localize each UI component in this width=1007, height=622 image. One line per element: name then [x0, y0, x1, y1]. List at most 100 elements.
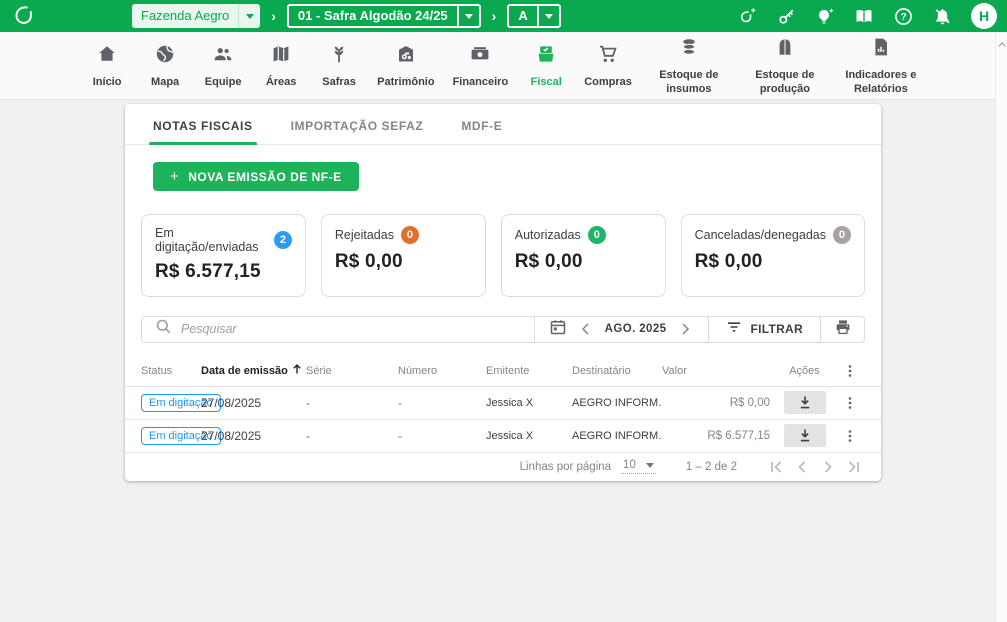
summary-value: R$ 0,00 [694, 251, 763, 272]
scroll-up-icon[interactable] [996, 42, 1007, 47]
topbar: Fazenda Aegro › 01 - Safra Algodão 24/25… [0, 0, 1007, 32]
farm-selector[interactable]: Fazenda Aegro [132, 4, 261, 28]
status-badge[interactable]: Em digitação [141, 426, 221, 445]
invoices-table: Status Data de emissão Série Número Emit… [125, 356, 881, 452]
first-page-icon[interactable] [763, 454, 789, 480]
knowledge-book-icon[interactable] [854, 6, 874, 26]
svg-text:?: ? [900, 12, 906, 23]
nav-item-patrimonio[interactable]: Patrimônio [368, 42, 443, 89]
column-header-data-emissao[interactable]: Data de emissão [201, 363, 306, 378]
cell-valor: R$ 0,00 [729, 396, 770, 409]
cell-serie: - [306, 428, 310, 443]
cell-valor: R$ 6.577,15 [707, 429, 770, 442]
column-header-status[interactable]: Status [141, 364, 173, 377]
nav-item-safras[interactable]: Safras [310, 42, 368, 89]
summary-value: R$ 0,00 [514, 251, 583, 272]
help-icon[interactable]: ? [893, 6, 913, 26]
calendar-icon[interactable] [549, 318, 567, 341]
fiscal-printer-icon [534, 42, 558, 71]
column-header-serie[interactable]: Série [306, 364, 332, 377]
column-header-acoes: Ações [789, 364, 820, 377]
print-button[interactable] [820, 317, 864, 342]
search-input[interactable] [181, 322, 521, 337]
column-header-valor[interactable]: Valor [662, 364, 687, 377]
season-selector[interactable]: 01 - Safra Algodão 24/25 [286, 4, 481, 28]
period-selector: AGO. 2025 [533, 317, 709, 342]
table-header-row: Status Data de emissão Série Número Emit… [125, 356, 881, 386]
tab-importacao-sefaz[interactable]: IMPORTAÇÃO SEFAZ [290, 119, 424, 133]
aegro-logo-icon[interactable] [10, 4, 38, 28]
tab-mdfe[interactable]: MDF-E [461, 119, 503, 133]
summary-card-em-digitacao: Em digitação/enviadas 2 R$ 6.577,15 [141, 214, 306, 297]
column-header-destinatario[interactable]: Destinatário [572, 364, 631, 377]
user-avatar[interactable]: H [971, 3, 997, 29]
table-row[interactable]: Em digitação 27/08/2025 - - Jessica X AE… [125, 418, 881, 452]
notifications-off-icon[interactable] [932, 6, 952, 26]
farm-selector-caret-icon[interactable] [238, 4, 260, 28]
add-farm-icon[interactable] [737, 6, 757, 26]
breadcrumb-chevron-icon: › [271, 8, 276, 24]
nav-item-inicio[interactable]: Início [78, 42, 136, 89]
previous-month-icon[interactable] [577, 320, 595, 338]
nav-item-indicadores[interactable]: Indicadores e Relatórios [833, 35, 929, 95]
download-button[interactable] [783, 424, 826, 448]
previous-page-icon[interactable] [789, 454, 815, 480]
plot-selector-caret-icon[interactable] [536, 6, 559, 26]
list-toolbar: AGO. 2025 FILTRAR [141, 316, 865, 343]
banknote-icon [468, 42, 492, 71]
row-menu-icon[interactable] [840, 426, 860, 446]
new-nfe-button[interactable]: + NOVA EMISSÃO DE NF-E [153, 162, 359, 191]
topbar-actions: ? H [737, 3, 997, 29]
summary-value: R$ 0,00 [334, 251, 403, 272]
cell-numero: - [398, 428, 402, 443]
next-month-icon[interactable] [676, 320, 694, 338]
lightbulb-new-icon[interactable] [815, 6, 835, 26]
map-icon [269, 42, 293, 71]
nav-item-estoque-producao[interactable]: Estoque de produção [737, 35, 833, 95]
plot-selector[interactable]: A [507, 4, 561, 28]
tab-notas-fiscais[interactable]: NOTAS FISCAIS [149, 119, 257, 145]
table-row[interactable]: Em digitação 27/08/2025 - - Jessica X AE… [125, 385, 881, 419]
summary-card-canceladas: Canceladas/denegadas 0 R$ 0,00 [680, 214, 865, 297]
nav-item-estoque-insumos[interactable]: Estoque de insumos [641, 35, 737, 95]
season-selector-caret-icon[interactable] [456, 6, 479, 26]
download-button[interactable] [783, 391, 826, 415]
summary-value: R$ 6.577,15 [155, 261, 261, 282]
page-scrollbar[interactable] [995, 32, 1007, 622]
filter-icon [726, 320, 742, 339]
season-selector-label: 01 - Safra Algodão 24/25 [297, 8, 448, 23]
nav-item-areas[interactable]: Áreas [252, 42, 310, 89]
row-menu-icon[interactable] [840, 393, 860, 413]
summary-cards: Em digitação/enviadas 2 R$ 6.577,15 Reje… [125, 191, 881, 297]
nav-item-compras[interactable]: Compras [575, 42, 641, 89]
nav-item-equipe[interactable]: Equipe [194, 42, 252, 89]
cell-destinatario: AEGRO INFORM… [572, 429, 662, 442]
cell-destinatario: AEGRO INFORM… [572, 396, 662, 409]
table-header-menu-icon[interactable] [835, 364, 865, 378]
breadcrumb: Fazenda Aegro › 01 - Safra Algodão 24/25… [132, 4, 561, 28]
next-page-icon[interactable] [815, 454, 841, 480]
printer-icon [834, 318, 852, 341]
column-header-emitente[interactable]: Emitente [486, 364, 530, 377]
fiscal-tabs: NOTAS FISCAIS IMPORTAÇÃO SEFAZ MDF-E [125, 104, 881, 145]
tractor-shed-icon [394, 42, 418, 71]
nav-item-mapa[interactable]: Mapa [136, 42, 194, 89]
cell-date: 27/08/2025 [201, 395, 262, 410]
nav-item-financeiro[interactable]: Financeiro [444, 42, 518, 89]
cell-emitente: Jessica X [486, 396, 534, 409]
filter-button[interactable]: FILTRAR [708, 317, 820, 342]
people-icon [211, 42, 235, 71]
status-badge[interactable]: Em digitação [141, 393, 221, 412]
breadcrumb-chevron-icon: › [491, 8, 497, 24]
farm-selector-label: Fazenda Aegro [141, 8, 230, 23]
cell-date: 27/08/2025 [201, 428, 262, 443]
column-header-numero[interactable]: Número [398, 364, 438, 377]
stacked-coins-icon [677, 35, 701, 64]
nav-item-fiscal[interactable]: Fiscal [517, 42, 575, 89]
rows-per-page-select[interactable]: 10 [621, 459, 656, 475]
last-page-icon[interactable] [841, 454, 867, 480]
count-badge: 2 [273, 231, 292, 249]
report-chart-icon [869, 35, 893, 64]
cart-icon [596, 42, 620, 71]
key-icon[interactable] [776, 6, 796, 26]
